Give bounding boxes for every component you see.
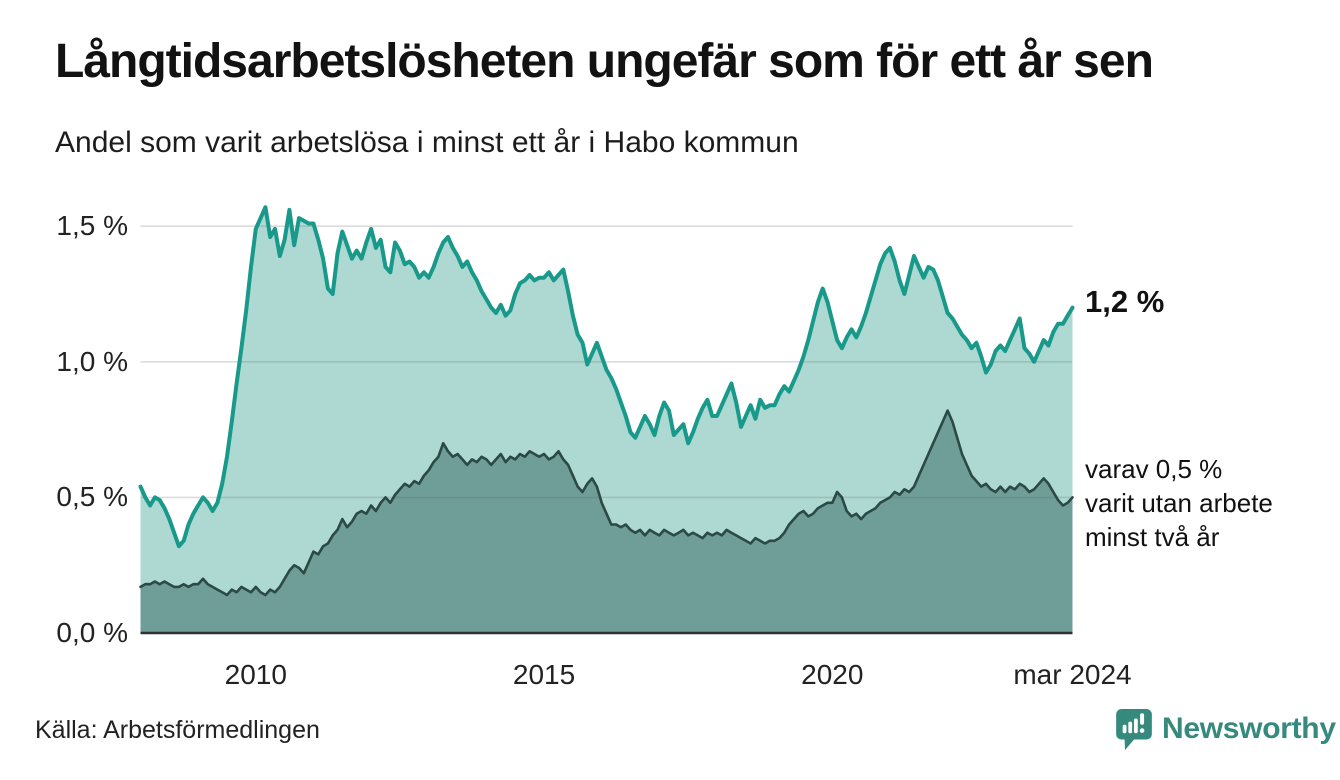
series1-end-value-label: 1,2 % <box>1085 284 1165 319</box>
y-axis-label: 1,0 % <box>56 345 128 377</box>
series2-end-annotation: varav 0,5 % varit utan arbete minst två … <box>1085 452 1273 554</box>
annotation-line-2: varit utan arbete <box>1085 488 1273 518</box>
y-axis-label: 0,5 % <box>56 481 128 513</box>
newsworthy-logo-icon <box>1116 709 1152 750</box>
y-axis-label: 1,5 % <box>56 210 128 242</box>
page-title: Långtidsarbetslösheten ungefär som för e… <box>55 35 1154 88</box>
annotation-line-3: minst två år <box>1085 522 1220 552</box>
annotation-line-1: varav 0,5 % <box>1085 454 1223 484</box>
unemployed-1yr-line <box>138 205 1075 549</box>
newsworthy-logo: Newsworthy <box>1116 708 1336 750</box>
x-axis-label: mar 2024 <box>1013 659 1132 690</box>
newsworthy-logo-text: Newsworthy <box>1162 712 1336 745</box>
chart-subtitle: Andel som varit arbetslösa i minst ett å… <box>55 126 799 159</box>
unemployed-2yr-area <box>140 410 1073 633</box>
source-credit: Källa: Arbetsförmedlingen <box>35 716 320 744</box>
x-axis-label: 2020 <box>801 659 864 690</box>
y-axis-label: 0,0 % <box>56 617 128 648</box>
x-axis-label: 2015 <box>512 659 576 690</box>
unemployed-2yr-line <box>139 409 1074 597</box>
x-axis-label: 2010 <box>224 659 287 690</box>
